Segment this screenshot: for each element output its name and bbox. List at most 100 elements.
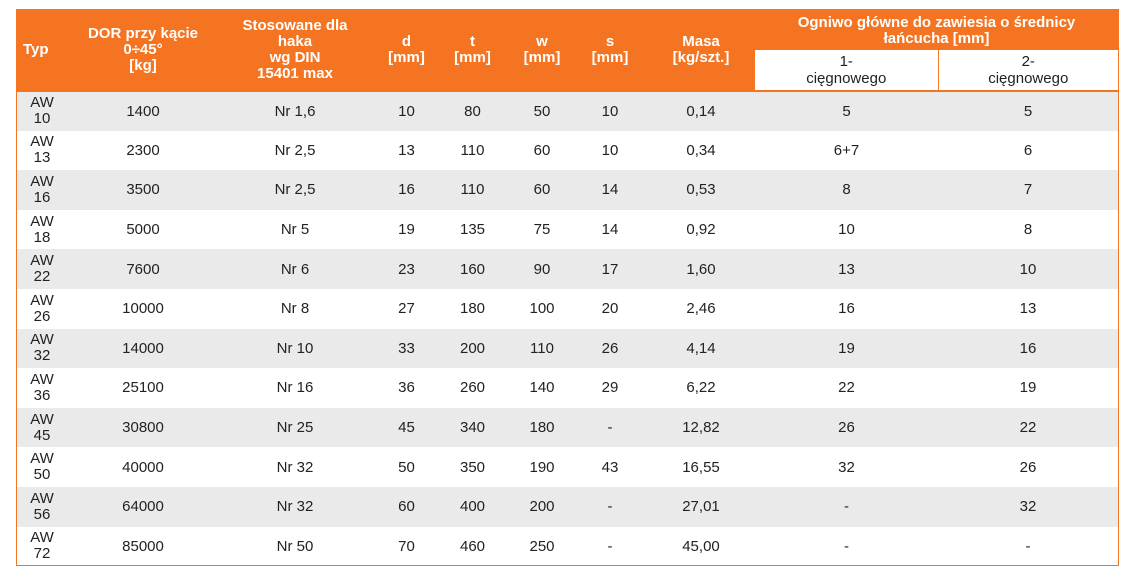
typ-label: AW 13 bbox=[27, 134, 57, 166]
cell-c2: 10 bbox=[938, 249, 1118, 289]
cell-hook: Nr 50 bbox=[211, 526, 379, 565]
cell-masa: 12,82 bbox=[647, 407, 755, 448]
cell-hook: Nr 1,6 bbox=[211, 91, 379, 131]
cell-hook: Nr 8 bbox=[211, 288, 379, 329]
typ-size: 10 bbox=[33, 110, 51, 128]
typ-prefix: AW bbox=[30, 252, 54, 270]
cell-c1: 5 bbox=[755, 91, 938, 131]
typ-label: AW 72 bbox=[27, 530, 57, 562]
cell-masa: 4,14 bbox=[647, 328, 755, 369]
cell-s: 14 bbox=[573, 170, 647, 210]
cell-w: 180 bbox=[511, 407, 573, 448]
cell-typ: AW 16 bbox=[17, 170, 75, 210]
cell-c1: 19 bbox=[755, 328, 938, 369]
table-row: AW 13 2300 Nr 2,5 13 110 60 10 0,34 6+7 6 bbox=[17, 130, 1118, 171]
cell-hook: Nr 25 bbox=[211, 407, 379, 448]
table-row: AW 32 14000 Nr 10 33 200 110 26 4,14 19 16 bbox=[17, 328, 1118, 369]
cell-t: 135 bbox=[434, 209, 511, 250]
typ-prefix: AW bbox=[30, 291, 54, 309]
typ-label: AW 18 bbox=[27, 213, 57, 246]
typ-label: AW 26 bbox=[27, 291, 57, 325]
table-body: AW 10 1400 Nr 1,6 10 80 50 10 0,14 5 5 AW 13 2300 Nr 2… bbox=[17, 91, 1118, 565]
table-row: AW 72 85000 Nr 50 70 460 250-45,00- - bbox=[17, 526, 1118, 565]
cell-hook: Nr 2,5 bbox=[211, 170, 379, 210]
cell-masa: 0,92 bbox=[647, 209, 755, 250]
cell-c2: 16 bbox=[938, 328, 1118, 369]
typ-size: 13 bbox=[33, 149, 51, 167]
cell-c2: 13 bbox=[938, 288, 1118, 329]
cell-dor: 85000 bbox=[75, 526, 211, 565]
cell-hook: Nr 32 bbox=[211, 447, 379, 487]
cell-dor: 3500 bbox=[75, 170, 211, 210]
cell-w: 100 bbox=[511, 288, 573, 329]
cell-w: 60 bbox=[511, 170, 573, 210]
cell-c1: - bbox=[755, 526, 938, 565]
cell-typ: AW 56 bbox=[17, 486, 75, 527]
cell-d: 13 bbox=[379, 130, 434, 171]
cell-hook: Nr 32 bbox=[211, 486, 379, 527]
cell-c1: 22 bbox=[755, 368, 938, 408]
header-group-link: Ogniwo główne do zawiesia o średnicy łańc… bbox=[755, 10, 1118, 50]
cell-masa: 27,01 bbox=[647, 486, 755, 527]
cell-dor: 30800 bbox=[75, 407, 211, 448]
cell-d: 27 bbox=[379, 288, 434, 329]
table-row: AW 50 40000 Nr 32 50 350 190 43 16,55 32 26 bbox=[17, 447, 1118, 487]
typ-label: AW 16 bbox=[27, 173, 57, 206]
cell-dor: 5000 bbox=[75, 209, 211, 250]
cell-typ: AW 50 bbox=[17, 447, 75, 487]
cell-c1: 16 bbox=[755, 288, 938, 329]
header-typ: Typ bbox=[17, 10, 75, 92]
cell-typ: AW 13 bbox=[17, 130, 75, 171]
cell-masa: 0,34 bbox=[647, 130, 755, 171]
cell-hook: Nr 10 bbox=[211, 328, 379, 369]
cell-t: 160 bbox=[434, 249, 511, 289]
typ-label: AW 22 bbox=[27, 253, 57, 285]
typ-size: 72 bbox=[33, 545, 51, 563]
cell-c2: 22 bbox=[938, 407, 1118, 448]
cell-typ: AW 10 bbox=[17, 91, 75, 131]
cell-dor: 64000 bbox=[75, 486, 211, 527]
cell-d: 70 bbox=[379, 526, 434, 565]
typ-size: 32 bbox=[33, 347, 51, 365]
cell-c2: 5 bbox=[938, 91, 1118, 131]
cell-d: 23 bbox=[379, 249, 434, 289]
header-d: d [mm] bbox=[379, 10, 434, 92]
header-masa: Masa [kg/szt.] bbox=[647, 10, 755, 92]
cell-s: 14 bbox=[573, 209, 647, 250]
cell-w: 90 bbox=[511, 249, 573, 289]
cell-dor: 14000 bbox=[75, 328, 211, 369]
header-dor: DOR przy kącie 0÷45° [kg] bbox=[75, 10, 211, 92]
cell-s: 10 bbox=[573, 91, 647, 131]
table-row: AW 26 10000 Nr 8 27 180 100 20 2,46 16 13 bbox=[17, 288, 1118, 329]
header-t: t [mm] bbox=[434, 10, 511, 92]
cell-c2: 6 bbox=[938, 130, 1118, 171]
cell-typ: AW 26 bbox=[17, 288, 75, 329]
cell-d: 60 bbox=[379, 486, 434, 527]
cell-dor: 2300 bbox=[75, 130, 211, 171]
cell-d: 33 bbox=[379, 328, 434, 369]
cell-masa: 1,60 bbox=[647, 249, 755, 289]
cell-dor: 40000 bbox=[75, 447, 211, 487]
typ-label: AW 56 bbox=[27, 490, 57, 523]
cell-c1: 10 bbox=[755, 209, 938, 250]
cell-t: 80 bbox=[434, 91, 511, 131]
typ-size: 18 bbox=[33, 228, 51, 246]
table-row: AW 45 30800 Nr 25 45 340 180-12,82 26 22 bbox=[17, 407, 1118, 448]
typ-size: 22 bbox=[33, 268, 51, 286]
cell-t: 340 bbox=[434, 407, 511, 448]
cell-d: 36 bbox=[379, 368, 434, 408]
cell-c1: 13 bbox=[755, 249, 938, 289]
cell-c1: - bbox=[755, 486, 938, 527]
table-row: AW 36 25100 Nr 16 36 260 140 29 6,22 22 19 bbox=[17, 368, 1118, 408]
cell-d: 19 bbox=[379, 209, 434, 250]
table-header: Typ DOR przy kącie 0÷45° [kg] Stosowane dl… bbox=[17, 10, 1118, 92]
cell-c2: 26 bbox=[938, 447, 1118, 487]
typ-size: 36 bbox=[33, 386, 51, 404]
cell-hook: Nr 6 bbox=[211, 249, 379, 289]
cell-c1: 8 bbox=[755, 170, 938, 210]
typ-prefix: AW bbox=[30, 94, 54, 112]
table-row: AW 10 1400 Nr 1,6 10 80 50 10 0,14 5 5 bbox=[17, 91, 1118, 131]
typ-label: AW 45 bbox=[27, 411, 57, 444]
cell-t: 110 bbox=[434, 170, 511, 210]
cell-w: 250 bbox=[511, 526, 573, 565]
